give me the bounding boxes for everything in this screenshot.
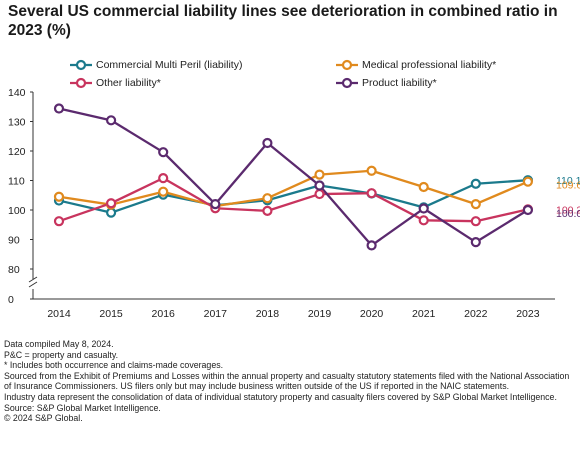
data-point-1 [470, 198, 481, 210]
x-tick-label: 2014 [47, 308, 71, 320]
y-tick-label: 0 [8, 294, 14, 306]
x-tick-label: 2018 [256, 308, 280, 320]
x-tick-label: 2021 [412, 308, 436, 320]
data-point-0 [105, 207, 117, 218]
note-line: P&C = property and casualty. [4, 349, 119, 360]
legend-swatch-marker [341, 77, 353, 89]
y-tick-label: 100 [8, 205, 26, 217]
note-line: Industry data represent the consolidatio… [4, 391, 557, 402]
legend-label: Medical professional liability* [362, 59, 497, 71]
data-point-2 [314, 188, 325, 200]
data-point-3 [105, 115, 117, 126]
axis-break-icon [28, 276, 38, 288]
data-point-1 [158, 186, 169, 197]
end-value-label: 109.6 [556, 180, 580, 192]
legend-item-2: Other liability* [70, 77, 300, 89]
x-tick-label: 2015 [99, 308, 123, 320]
note-line: © 2024 S&P Global. [4, 413, 83, 424]
y-tick-label: 80 [8, 264, 20, 276]
y-tick-label: 90 [8, 235, 20, 247]
data-point-3 [158, 147, 169, 158]
data-point-2 [470, 216, 481, 227]
series-line-0 [58, 179, 528, 214]
series-line-3 [58, 107, 529, 247]
data-point-3 [314, 180, 325, 191]
legend-item-3: Product liability* [336, 77, 566, 89]
legend-label: Product liability* [362, 77, 437, 89]
legend-label: Commercial Multi Peril (liability) [96, 59, 243, 71]
data-point-2 [366, 188, 377, 199]
legend-swatch-marker [341, 59, 353, 71]
data-point-2 [53, 216, 65, 227]
legend-item-1: Medical professional liability* [336, 59, 566, 71]
data-point-2 [262, 205, 273, 216]
data-point-3 [470, 237, 481, 248]
data-point-2 [105, 198, 117, 209]
end-value-label: 100.2 [556, 204, 580, 216]
legend-swatch-marker [75, 77, 87, 89]
data-point-3 [366, 240, 377, 251]
x-tick-label: 2016 [152, 308, 176, 320]
data-point-1 [366, 165, 377, 176]
legend-swatch-icon [70, 59, 92, 71]
legend-swatch-icon [336, 77, 358, 89]
data-point-1 [262, 193, 273, 204]
series-line-2 [58, 176, 529, 223]
y-tick-label: 130 [8, 117, 26, 129]
data-point-1 [53, 191, 65, 202]
note-line: * Includes both occurrence and claims-ma… [4, 360, 224, 371]
end-value-label: 100.0 [556, 208, 580, 220]
legend-swatch-icon [70, 77, 92, 89]
x-tick-label: 2022 [464, 308, 488, 320]
series-line-1 [58, 169, 529, 208]
x-tick-label: 2019 [308, 308, 332, 320]
chart-notes: Data compiled May 8, 2024. P&C = propert… [4, 339, 576, 424]
data-point-2 [418, 215, 429, 226]
x-tick-label: 2023 [516, 308, 540, 320]
data-point-1 [314, 169, 325, 180]
data-point-2 [158, 173, 169, 184]
note-line: Source: S&P Global Market Intelligence. [4, 402, 161, 413]
data-point-3 [522, 204, 534, 216]
chart-title: Several US commercial liability lines se… [8, 3, 558, 39]
legend-label: Other liability* [96, 77, 161, 89]
y-tick-label: 140 [8, 87, 26, 99]
data-point-3 [53, 103, 65, 114]
data-point-3 [210, 198, 221, 210]
data-point-3 [418, 203, 429, 214]
legend-swatch-icon [336, 59, 358, 71]
y-tick-label: 110 [8, 176, 25, 188]
data-point-0 [470, 178, 481, 189]
data-point-1 [418, 181, 429, 193]
legend-item-0: Commercial Multi Peril (liability) [70, 59, 300, 71]
legend-swatch-marker [75, 59, 87, 71]
line-chart: 0 80 90 100 110 120 130 140 2014 2015 2016 2017 2018… [8, 87, 580, 320]
data-point-3 [262, 137, 273, 149]
x-tick-label: 2017 [204, 308, 228, 320]
note-line: Data compiled May 8, 2024. [4, 339, 114, 349]
x-tick-label: 2020 [360, 308, 384, 320]
y-tick-label: 120 [8, 146, 26, 158]
note-line: Sourced from the Exhibit of Premiums and… [4, 370, 570, 392]
data-point-1 [522, 176, 534, 187]
end-value-label: 110.1 [556, 175, 580, 187]
